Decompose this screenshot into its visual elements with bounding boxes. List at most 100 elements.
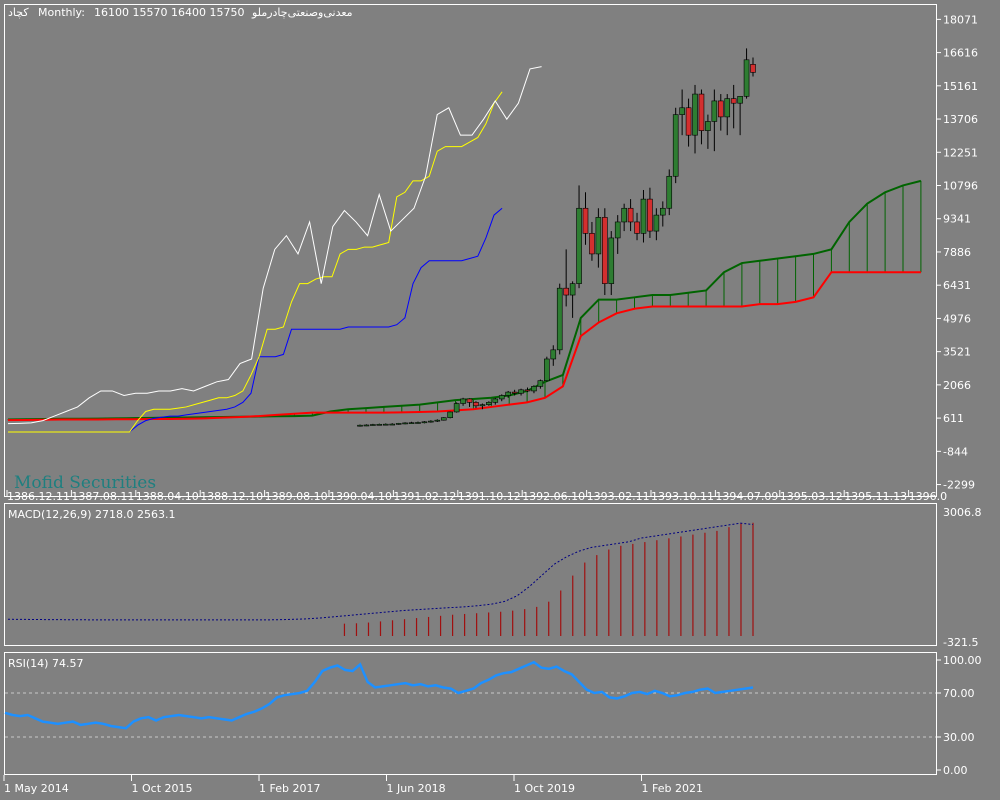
macd-label: MACD(12,26,9) 2718.0 2563.1	[8, 508, 176, 521]
candle-body	[511, 391, 518, 394]
candle-body	[582, 207, 589, 234]
date-tick-label: 1393.02.11	[587, 490, 650, 503]
candle-body	[743, 59, 750, 97]
candle-body	[672, 114, 679, 177]
candle-body	[486, 402, 492, 405]
rsi-panel-frame	[4, 652, 937, 775]
macd-axis-bottom: -321.5	[943, 636, 978, 649]
date-tick-label: 1392.06.10	[522, 490, 585, 503]
date-tick-label: 1387.08.11	[71, 490, 134, 503]
bottom-date-label: 1 Oct 2015	[132, 782, 193, 795]
price-tick-label: 6431	[943, 279, 971, 292]
candle-body	[627, 207, 634, 223]
macd-panel-frame	[4, 503, 937, 646]
candle-body	[679, 107, 685, 115]
date-tick-label: 1391.02.12	[393, 490, 456, 503]
price-tick-label: 3521	[943, 346, 971, 359]
candle-body	[498, 395, 505, 400]
candle-body	[602, 217, 608, 284]
date-tick-label: 1386.12.11	[7, 490, 70, 503]
price-tick-label: 611	[943, 412, 964, 425]
price-tick-label: 18071	[943, 13, 978, 26]
symbol-label: کچاد	[8, 6, 29, 19]
candle-body	[724, 98, 731, 118]
rsi-axis: 100.00 70.00 30.00 0.00	[936, 654, 982, 777]
rsi-tick-label: 30.00	[943, 731, 975, 744]
candles	[357, 48, 756, 427]
macd-panel	[7, 522, 754, 636]
price-tick-label: -2299	[943, 479, 975, 492]
tenkan-line	[8, 91, 503, 433]
candle-body	[440, 417, 447, 421]
panel-frames	[4, 4, 937, 775]
price-tick-label: -844	[943, 445, 968, 458]
candle-body	[447, 411, 453, 418]
rsi-tick-label: 0.00	[943, 764, 968, 777]
date-tick-label: 1396.0	[909, 490, 948, 503]
date-tick-label: 1393.10.11	[651, 490, 714, 503]
bottom-date-label: 1 Feb 2017	[259, 782, 320, 795]
candle-body	[660, 207, 666, 216]
price-tick-label: 2066	[943, 379, 971, 392]
candle-body	[524, 389, 531, 392]
candle-body	[698, 93, 705, 131]
rsi-tick-label: 70.00	[943, 687, 975, 700]
candle-body	[460, 398, 466, 404]
bottom-date-label: 1 Oct 2019	[514, 782, 575, 795]
candle-body	[730, 98, 737, 104]
candle-body	[363, 424, 370, 427]
rsi-tick-label: 100.00	[943, 654, 982, 667]
candle-body	[608, 237, 615, 284]
bottom-date-label: 1 May 2014	[4, 782, 69, 795]
candle-body	[492, 398, 499, 403]
candle-body	[711, 100, 718, 122]
date-tick-label: 1388.04.10	[136, 490, 199, 503]
candle-body	[421, 421, 428, 424]
candle-body	[382, 423, 389, 426]
candle-body	[621, 207, 627, 223]
bottom-date-axis: 1 May 2014 1 Oct 2015 1 Feb 2017 1 Jun 2018…	[3, 775, 703, 795]
bottom-date-label: 1 Feb 2021	[642, 782, 703, 795]
candle-body	[531, 386, 537, 392]
candle-body	[685, 107, 692, 136]
date-tick-label: 1388.12.10	[200, 490, 263, 503]
candle-body	[518, 389, 524, 394]
candle-body	[357, 424, 363, 427]
macd-signal-line	[7, 522, 754, 621]
price-axis: 18071 16616 15161 13706 12251 10796 9341 7886 64…	[936, 13, 978, 492]
candle-body	[737, 96, 743, 104]
candle-body	[376, 423, 383, 426]
candle-body	[589, 233, 595, 255]
candle-body	[750, 64, 756, 73]
rsi-panel	[4, 660, 936, 738]
ohlc-readout: 16100 15570 16400 15750	[94, 6, 244, 19]
chikou-line	[7, 66, 542, 425]
candle-body	[415, 422, 421, 424]
date-axis: 1386.12.11 1387.08.11 1388.04.10 1388.12.10…	[6, 490, 948, 503]
price-tick-label: 7886	[943, 246, 971, 259]
price-tick-label: 9341	[943, 213, 971, 226]
watermark: Mofid Securities	[14, 473, 156, 493]
candle-body	[550, 349, 557, 360]
candle-body	[640, 198, 647, 234]
candle-body	[705, 121, 711, 131]
bottom-date-label: 1 Jun 2018	[387, 782, 446, 795]
candle-body	[370, 424, 376, 426]
candle-body	[717, 100, 724, 118]
candle-body	[634, 221, 640, 234]
candle-body	[537, 380, 544, 387]
span-b-line	[7, 271, 921, 422]
candle-body	[666, 175, 673, 209]
candle-body	[402, 422, 408, 425]
candle-body	[563, 287, 569, 296]
price-tick-label: 13706	[943, 113, 978, 126]
price-tick-label: 15161	[943, 80, 978, 93]
candle-body	[505, 391, 511, 396]
date-tick-label: 1395.03.12	[780, 490, 843, 503]
candle-body	[479, 404, 486, 407]
candle-body	[389, 423, 396, 426]
timeframe-label: Monthly:	[38, 6, 85, 19]
price-tick-label: 4976	[943, 312, 971, 325]
candle-body	[544, 358, 550, 381]
